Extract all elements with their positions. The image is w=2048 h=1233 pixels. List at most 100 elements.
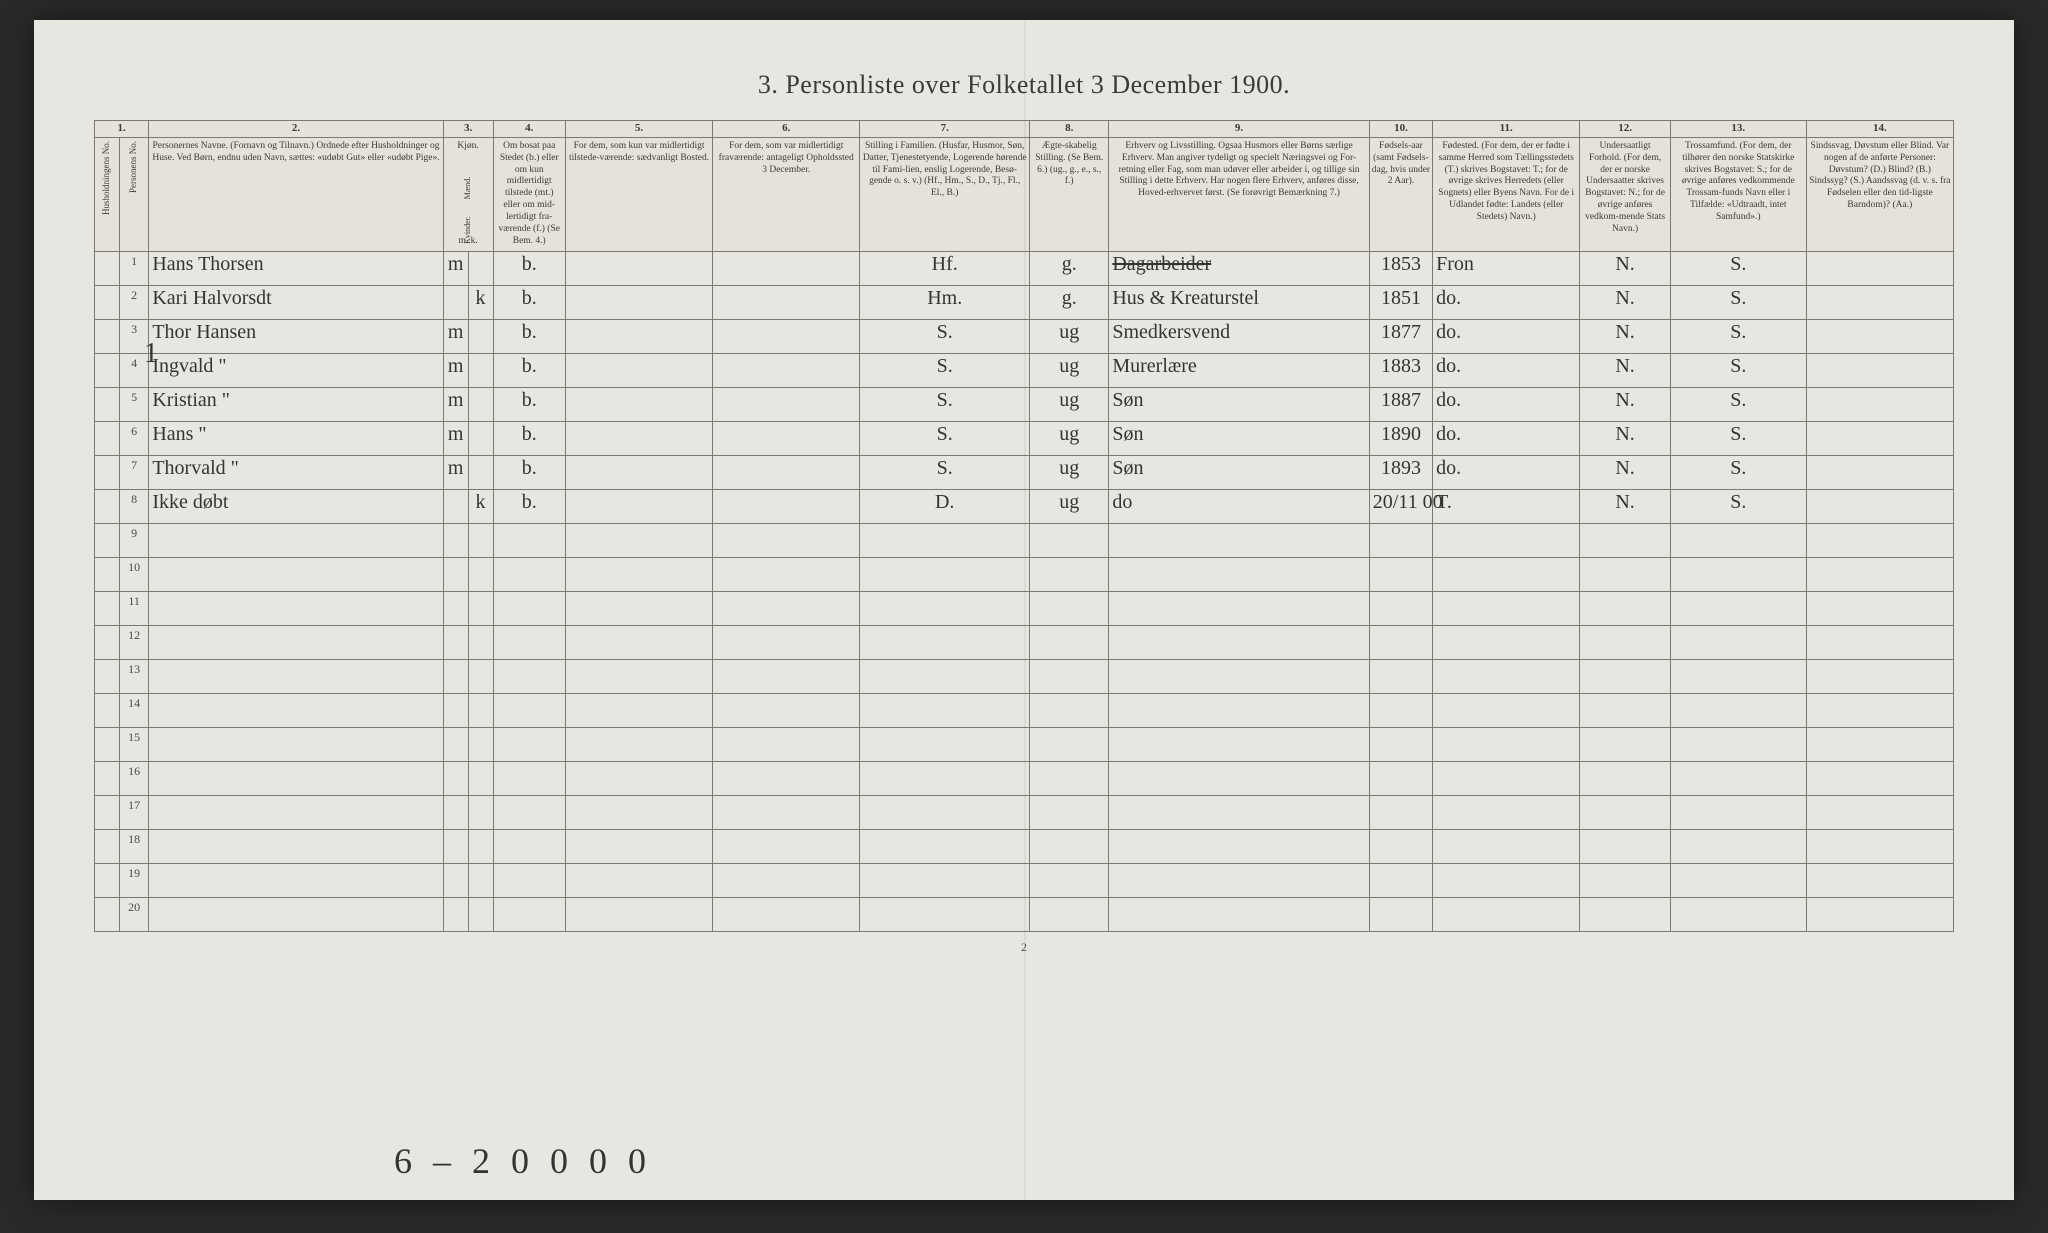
cell-rel: S. — [1670, 320, 1806, 354]
column-number: 6. — [713, 121, 860, 138]
cell-rel: S. — [1670, 490, 1806, 524]
column-number: 3. — [443, 121, 493, 138]
cell-c6 — [713, 626, 860, 660]
cell-c6 — [713, 558, 860, 592]
table-row: 9 — [95, 524, 1954, 558]
cell-rel: S. — [1670, 388, 1806, 422]
cell-mar — [1030, 830, 1109, 864]
cell-c14 — [1806, 796, 1953, 830]
cell-nat: N. — [1580, 490, 1671, 524]
cell-k — [468, 796, 493, 830]
cell-mar — [1030, 694, 1109, 728]
cell-k — [468, 898, 493, 932]
cell-occ — [1109, 694, 1369, 728]
cell-occ — [1109, 728, 1369, 762]
cell-place — [1433, 830, 1580, 864]
cell-year: 1890 — [1369, 422, 1432, 456]
cell-nat: N. — [1580, 354, 1671, 388]
cell-mar — [1030, 660, 1109, 694]
cell-occ — [1109, 830, 1369, 864]
cell-c6 — [713, 864, 860, 898]
table-row: 18 — [95, 830, 1954, 864]
cell-fam: D. — [860, 490, 1030, 524]
header-birth-year: Fødsels-aar (samt Fødsels-dag, hvis unde… — [1369, 137, 1432, 252]
cell-c5 — [565, 830, 712, 864]
cell-c14 — [1806, 830, 1953, 864]
cell-place: do. — [1433, 456, 1580, 490]
cell-hh — [95, 626, 120, 660]
cell-c14 — [1806, 456, 1953, 490]
cell-c6 — [713, 762, 860, 796]
cell-hh — [95, 796, 120, 830]
table-row: 13 — [95, 660, 1954, 694]
cell-rel — [1670, 660, 1806, 694]
cell-pn: 17 — [119, 796, 148, 830]
column-number: 2. — [149, 121, 443, 138]
cell-k — [468, 592, 493, 626]
cell-hh — [95, 388, 120, 422]
cell-name — [149, 558, 443, 592]
cell-fam — [860, 558, 1030, 592]
cell-c6 — [713, 456, 860, 490]
cell-pn: 9 — [119, 524, 148, 558]
cell-c5 — [565, 422, 712, 456]
cell-fam — [860, 762, 1030, 796]
cell-occ: Søn — [1109, 422, 1369, 456]
cell-k — [468, 694, 493, 728]
table-row: 17 — [95, 796, 1954, 830]
cell-res — [493, 796, 565, 830]
cell-pn: 6 — [119, 422, 148, 456]
cell-c5 — [565, 388, 712, 422]
table-row: 8Ikke døbtkb.D.ugdo20/11 00T.N.S. — [95, 490, 1954, 524]
cell-nat: N. — [1580, 456, 1671, 490]
cell-place — [1433, 626, 1580, 660]
cell-c5 — [565, 898, 712, 932]
cell-c6 — [713, 286, 860, 320]
column-number: 12. — [1580, 121, 1671, 138]
header-residence: Om bosat paa Stedet (b.) eller om kun mi… — [493, 137, 565, 252]
cell-c5 — [565, 320, 712, 354]
cell-year — [1369, 728, 1432, 762]
cell-nat — [1580, 898, 1671, 932]
cell-c6 — [713, 660, 860, 694]
cell-year — [1369, 864, 1432, 898]
cell-k — [468, 830, 493, 864]
cell-c5 — [565, 762, 712, 796]
cell-k — [468, 626, 493, 660]
header-nationality: Undersaatligt Forhold. (For dem, der er … — [1580, 137, 1671, 252]
cell-c5 — [565, 864, 712, 898]
cell-c14 — [1806, 286, 1953, 320]
header-sex: Kjøn. Mænd. Kvinder. m. k. — [443, 137, 493, 252]
cell-k — [468, 762, 493, 796]
cell-k — [468, 252, 493, 286]
cell-year — [1369, 558, 1432, 592]
cell-c6 — [713, 694, 860, 728]
cell-m — [443, 728, 468, 762]
cell-fam — [860, 830, 1030, 864]
cell-year — [1369, 898, 1432, 932]
cell-rel — [1670, 864, 1806, 898]
cell-fam: Hm. — [860, 286, 1030, 320]
cell-c5 — [565, 524, 712, 558]
cell-res — [493, 694, 565, 728]
cell-mar: ug — [1030, 422, 1109, 456]
cell-c6 — [713, 728, 860, 762]
cell-hh — [95, 694, 120, 728]
margin-household-mark: 1 — [144, 338, 158, 370]
page-title: 3. Personliste over Folketallet 3 Decemb… — [94, 70, 1954, 100]
cell-res — [493, 660, 565, 694]
table-row: 14 — [95, 694, 1954, 728]
cell-nat: N. — [1580, 422, 1671, 456]
column-number: 11. — [1433, 121, 1580, 138]
table-row: 20 — [95, 898, 1954, 932]
cell-nat — [1580, 694, 1671, 728]
cell-c14 — [1806, 660, 1953, 694]
cell-c14 — [1806, 490, 1953, 524]
cell-rel — [1670, 830, 1806, 864]
cell-c14 — [1806, 388, 1953, 422]
cell-m — [443, 626, 468, 660]
page-number: 2 — [94, 940, 1954, 955]
cell-fam — [860, 864, 1030, 898]
header-family-pos: Stilling i Familien. (Husfar, Husmor, Sø… — [860, 137, 1030, 252]
cell-fam: S. — [860, 320, 1030, 354]
